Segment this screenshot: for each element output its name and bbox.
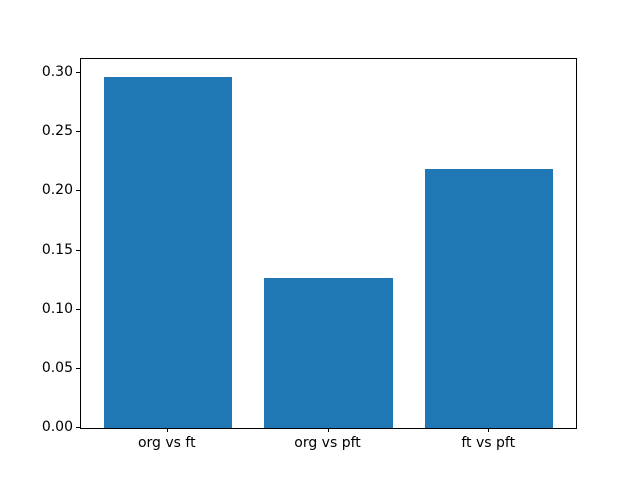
y-tick-mark — [76, 72, 80, 74]
y-tick-mark — [76, 308, 80, 310]
y-tick-label: 0.20 — [41, 182, 73, 199]
x-tick-label: ft vs pft — [461, 435, 516, 451]
x-tick-mark — [327, 428, 329, 432]
y-tick-label: 0.30 — [41, 64, 73, 81]
y-tick-label: 0.15 — [41, 241, 73, 258]
y-tick-mark — [76, 190, 80, 192]
y-tick-label: 0.25 — [41, 123, 73, 140]
x-tick-label: org vs ft — [137, 435, 196, 451]
bar-org-vs-pft — [264, 277, 393, 428]
y-tick-label: 0.10 — [41, 300, 73, 317]
plot-area — [80, 58, 577, 429]
x-tick-label: org vs pft — [294, 435, 361, 451]
y-tick-label: 0.00 — [41, 419, 73, 435]
y-tick-label: 0.05 — [41, 359, 73, 376]
bar-ft-vs-pft — [424, 168, 554, 428]
x-tick-mark — [488, 428, 490, 432]
y-tick-mark — [76, 249, 80, 251]
y-tick-mark — [76, 131, 80, 133]
x-tick-mark — [166, 428, 168, 432]
y-tick-mark — [76, 427, 80, 428]
y-tick-mark — [76, 367, 80, 369]
bar-org-vs-ft — [103, 76, 233, 428]
